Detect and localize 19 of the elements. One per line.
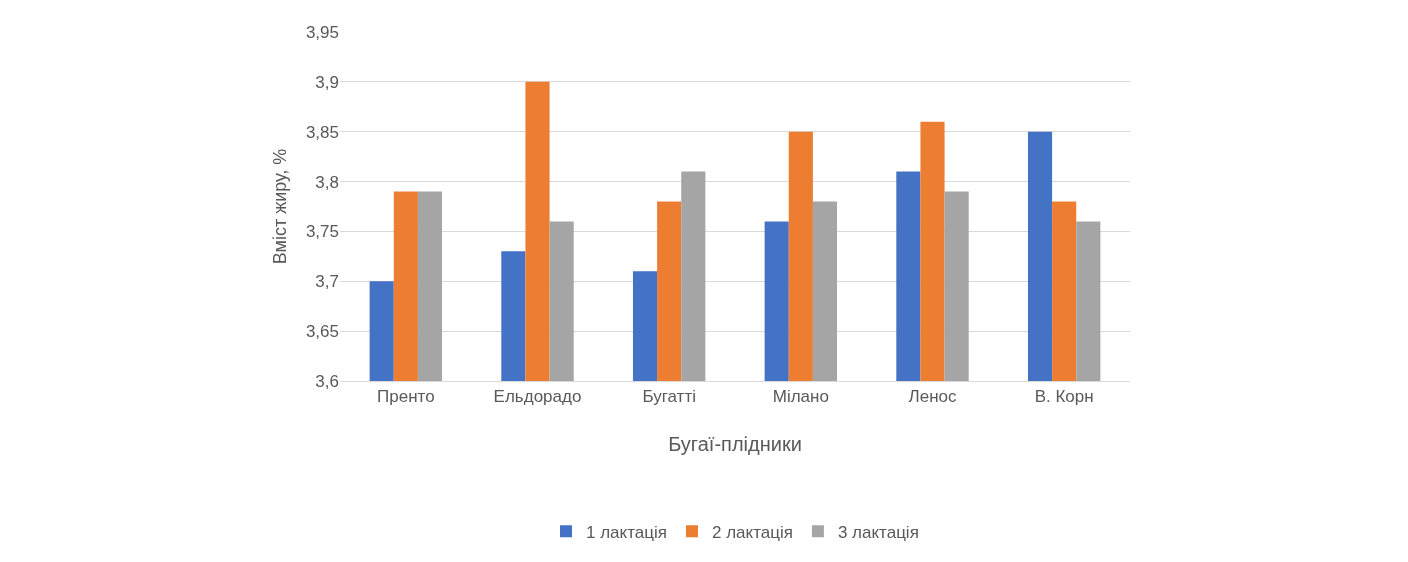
y-tick-label: 3,95 <box>305 22 339 42</box>
legend-label: 2 лактація <box>711 522 793 542</box>
x-tick-label: Ленос <box>908 387 957 407</box>
y-tick-label: 3,85 <box>305 122 339 142</box>
x-axis-title: Бугаї-плідники <box>668 433 802 455</box>
x-tick-label: Бугатті <box>642 387 696 407</box>
y-tick-label: 3,9 <box>315 72 339 92</box>
y-tick-label: 3,7 <box>315 272 339 292</box>
y-axis-title: Вміст жиру, % <box>270 148 291 265</box>
y-tick-label: 3,65 <box>305 322 339 342</box>
y-tick-label: 3,75 <box>305 222 339 242</box>
x-tick-label: Ельдорадо <box>493 387 582 407</box>
y-tick-label: 3,8 <box>315 172 339 192</box>
y-tick-label: 3,6 <box>315 371 339 391</box>
x-tick-label: Мілано <box>772 387 829 407</box>
legend-label: 3 лактація <box>837 522 919 542</box>
x-tick-label: Пренто <box>377 387 435 407</box>
legend-label: 1 лактація <box>586 522 667 542</box>
x-tick-label: В. Корн <box>1034 387 1094 407</box>
